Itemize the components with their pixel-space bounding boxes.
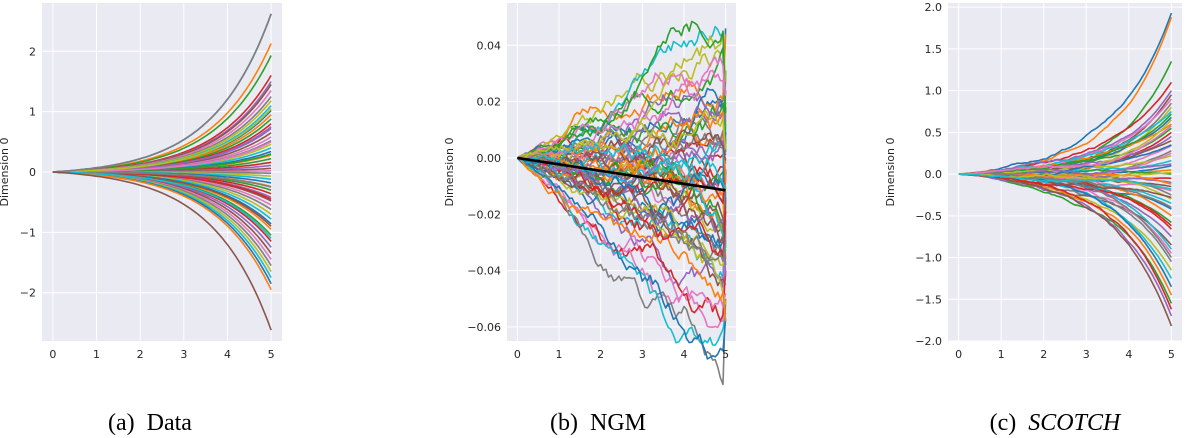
panel-b: 0 1 2 3 4 5 −0.06 −0.04 −0.02 0.00 0.02 0.04 Dimens… xyxy=(443,3,736,436)
series-line xyxy=(958,113,1172,175)
y-tick-label: −2.0 xyxy=(915,335,942,348)
y-tick-label: 2 xyxy=(29,45,36,58)
caption-a: (a) Data xyxy=(108,410,192,436)
mean-line xyxy=(517,156,726,192)
y-tick-label: 0.04 xyxy=(477,39,502,52)
series-lines-b xyxy=(516,20,727,386)
series-line xyxy=(516,157,727,322)
panel-a: 0 1 2 3 4 5 −2 −1 0 1 2 Dimension 0 (a) Data xyxy=(0,3,282,436)
x-tick-label: 4 xyxy=(1125,348,1132,361)
x-tick-label: 1 xyxy=(93,348,100,361)
x-tick-label: 1 xyxy=(998,348,1005,361)
series-line xyxy=(516,157,727,360)
x-tick-label: 4 xyxy=(680,348,687,361)
y-tick-label: −0.06 xyxy=(467,321,501,334)
series-line xyxy=(52,171,272,291)
y-tick-label: 2.0 xyxy=(925,1,943,14)
series-line xyxy=(958,163,1172,176)
series-line xyxy=(52,13,272,173)
x-tick-label: 3 xyxy=(639,348,646,361)
x-tick-label: 0 xyxy=(955,348,962,361)
series-line xyxy=(517,138,727,185)
series-lines-c xyxy=(958,12,1173,327)
y-tick-label: −0.5 xyxy=(915,210,942,223)
y-tick-label: 0.0 xyxy=(925,168,943,181)
y-tick-label: −0.04 xyxy=(467,265,501,278)
x-tick-label: 0 xyxy=(514,348,521,361)
series-line xyxy=(52,171,272,331)
y-tick-label: −0.02 xyxy=(467,208,501,221)
series-line xyxy=(958,173,1172,190)
x-tick-label: 2 xyxy=(137,348,144,361)
series-line xyxy=(517,49,727,159)
y-tick-label: −1 xyxy=(20,226,36,239)
x-tick-label: 3 xyxy=(180,348,187,361)
tick-labels-c: 0 1 2 3 4 5 −2.0 −1.5 −1.0 −0.5 0.0 0.5 1.0 1.5 2.0 xyxy=(915,1,1175,361)
y-tick-label: 0.00 xyxy=(477,152,502,165)
series-line xyxy=(52,171,272,239)
caption-name-c: SCOTCH xyxy=(1028,410,1122,436)
caption-b: (b) NGM xyxy=(550,410,646,436)
x-tick-label: 5 xyxy=(268,348,275,361)
y-tick-label: 0.5 xyxy=(925,126,943,139)
x-tick-label: 5 xyxy=(1168,348,1175,361)
tick-labels-a: 0 1 2 3 4 5 −2 −1 0 1 2 xyxy=(20,45,275,361)
y-axis-label-b: Dimension 0 xyxy=(443,138,456,207)
series-line xyxy=(517,154,727,263)
y-tick-label: −2 xyxy=(20,287,36,300)
caption-prefix-c: (c) xyxy=(990,410,1017,436)
caption-c: (c) SCOTCH xyxy=(990,410,1122,436)
panel-c: 0 1 2 3 4 5 −2.0 −1.5 −1.0 −0.5 0.0 0.5 1.0 1.5 2.0 Di… xyxy=(884,1,1182,436)
series-line xyxy=(52,171,272,188)
series-line xyxy=(517,142,727,190)
y-tick-label: 1.0 xyxy=(925,85,943,98)
caption-name-a: Data xyxy=(147,410,193,436)
y-tick-label: 1.5 xyxy=(925,43,943,56)
caption-prefix-a: (a) xyxy=(108,410,135,436)
series-line xyxy=(958,125,1172,175)
x-tick-label: 5 xyxy=(722,348,729,361)
caption-prefix-b: (b) xyxy=(550,410,578,436)
series-line xyxy=(52,108,272,173)
y-axis-label-c: Dimension 0 xyxy=(884,138,897,207)
y-axis-label-a: Dimension 0 xyxy=(0,138,11,207)
x-tick-label: 1 xyxy=(556,348,563,361)
series-line xyxy=(517,33,727,159)
caption-name-b: NGM xyxy=(590,410,646,436)
series-line xyxy=(517,157,727,252)
series-line xyxy=(517,69,727,159)
y-tick-label: 1 xyxy=(29,106,36,119)
tick-labels-b: 0 1 2 3 4 5 −0.06 −0.04 −0.02 0.00 0.02 0.04 xyxy=(467,39,729,361)
x-tick-label: 2 xyxy=(597,348,604,361)
y-tick-label: −1.0 xyxy=(915,252,942,265)
x-tick-label: 3 xyxy=(1083,348,1090,361)
x-tick-label: 0 xyxy=(49,348,56,361)
y-tick-label: −1.5 xyxy=(915,293,942,306)
x-tick-label: 4 xyxy=(224,348,231,361)
x-tick-label: 2 xyxy=(1040,348,1047,361)
series-line xyxy=(517,153,727,230)
series-lines-a xyxy=(52,13,272,331)
series-line xyxy=(516,157,727,322)
y-tick-label: 0.02 xyxy=(477,96,502,109)
y-tick-label: 0 xyxy=(29,166,36,179)
